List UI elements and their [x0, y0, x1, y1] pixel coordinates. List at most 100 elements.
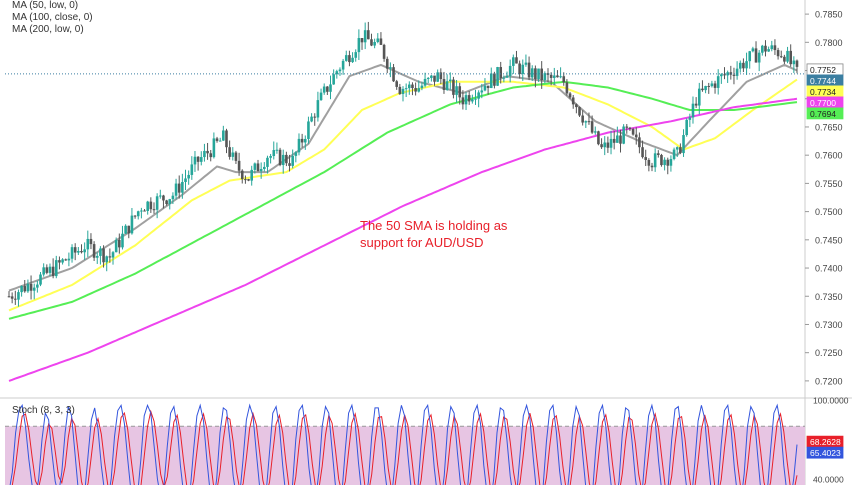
candle-body — [546, 73, 550, 75]
candle-body — [10, 296, 14, 299]
candle-body — [666, 159, 670, 166]
candle-body — [385, 58, 389, 69]
candle-body — [467, 95, 471, 102]
candle-body — [370, 39, 373, 46]
candle-body — [307, 121, 310, 139]
candle-body — [14, 298, 17, 300]
candle-body — [83, 249, 86, 253]
candle-body — [360, 38, 364, 43]
candle-body — [240, 170, 244, 180]
candle-body — [748, 51, 752, 62]
candle-body — [89, 238, 93, 245]
candle-body — [92, 244, 96, 258]
candle-body — [442, 79, 446, 91]
candle-body — [316, 100, 320, 118]
main-price-tag-label: 0.7744 — [810, 76, 836, 86]
candle-body — [237, 160, 241, 171]
candle-body — [587, 121, 591, 123]
candle-body — [464, 95, 468, 105]
candle-body — [556, 75, 559, 78]
candle-body — [445, 81, 449, 91]
candle-body — [228, 147, 231, 157]
candle-body — [171, 195, 175, 200]
candle-body — [657, 153, 660, 155]
candle-body — [278, 149, 282, 166]
candle-body — [275, 149, 279, 151]
candle-body — [341, 60, 345, 70]
candle-body — [17, 292, 20, 300]
candle-body — [414, 88, 417, 92]
candle-body — [688, 117, 692, 120]
candle-body — [373, 41, 376, 46]
candle-body — [165, 200, 168, 204]
candle-body — [367, 30, 370, 40]
candle-body — [508, 65, 512, 77]
candle-body — [609, 138, 613, 148]
candle-body — [408, 84, 411, 89]
y-tick-label: 0.7400 — [815, 264, 843, 274]
candle-body — [389, 67, 392, 69]
candle-body — [518, 63, 521, 74]
ma-line-ma-100-close-0- — [8, 80, 798, 320]
stoch-legend: Stoch (8, 3, 3) — [12, 405, 75, 416]
candle-body — [136, 211, 140, 217]
candle-body — [433, 75, 436, 82]
y-tick-label: 0.7850 — [815, 10, 843, 20]
candle-body — [792, 60, 796, 65]
candle-body — [36, 284, 39, 288]
candle-body — [679, 147, 682, 154]
y-tick-label: 0.7800 — [815, 38, 843, 48]
candle-body — [77, 251, 80, 253]
candle-body — [146, 201, 149, 211]
candle-body — [51, 266, 55, 277]
main-price-tag-label: 0.7700 — [810, 98, 836, 108]
candle-body — [448, 79, 452, 82]
candle-body — [190, 164, 194, 175]
candle-body — [32, 287, 36, 291]
candle-body — [729, 72, 733, 75]
chart-annotation: The 50 SMA is holding as support for AUD… — [360, 217, 550, 251]
candle-body — [549, 74, 553, 78]
candle-body — [543, 73, 547, 81]
candle-body — [616, 135, 619, 143]
candle-body — [436, 72, 439, 82]
candle-body — [335, 71, 339, 75]
candle-body — [256, 163, 260, 172]
candle-body — [732, 74, 736, 76]
candle-body — [48, 266, 52, 273]
candle-body — [524, 62, 528, 65]
candle-body — [663, 159, 666, 166]
candle-body — [452, 79, 455, 95]
candle-body — [411, 84, 414, 89]
candle-body — [770, 45, 774, 50]
candle-body — [502, 77, 506, 79]
candle-body — [354, 52, 358, 58]
annotation-line-2: support for AUD/USD — [360, 235, 484, 250]
candle-body — [600, 144, 603, 148]
candle-body — [512, 57, 515, 66]
candle-body — [420, 85, 424, 89]
ma-line-ma-200-low-0- — [8, 97, 798, 382]
candle-body — [757, 52, 761, 63]
candle-body — [726, 72, 729, 76]
candle-body — [634, 134, 638, 138]
candle-body — [716, 76, 720, 88]
candle-body — [701, 88, 704, 91]
candle-body — [162, 195, 165, 201]
stoch-price-tag-label: 68.2628 — [810, 437, 841, 447]
candle-body — [786, 50, 789, 62]
candle-body — [707, 85, 711, 87]
candle-body — [250, 169, 254, 181]
candle-body — [7, 296, 11, 298]
candle-body — [754, 48, 758, 63]
candle-body — [222, 130, 225, 141]
candle-body — [552, 75, 556, 78]
candle-body — [206, 150, 209, 154]
candle-body — [672, 149, 676, 160]
main-price-tag-label: 0.7734 — [810, 87, 836, 97]
candle-body — [70, 247, 74, 259]
candle-body — [691, 103, 695, 118]
candle-body — [155, 196, 159, 210]
candle-body — [118, 239, 121, 248]
